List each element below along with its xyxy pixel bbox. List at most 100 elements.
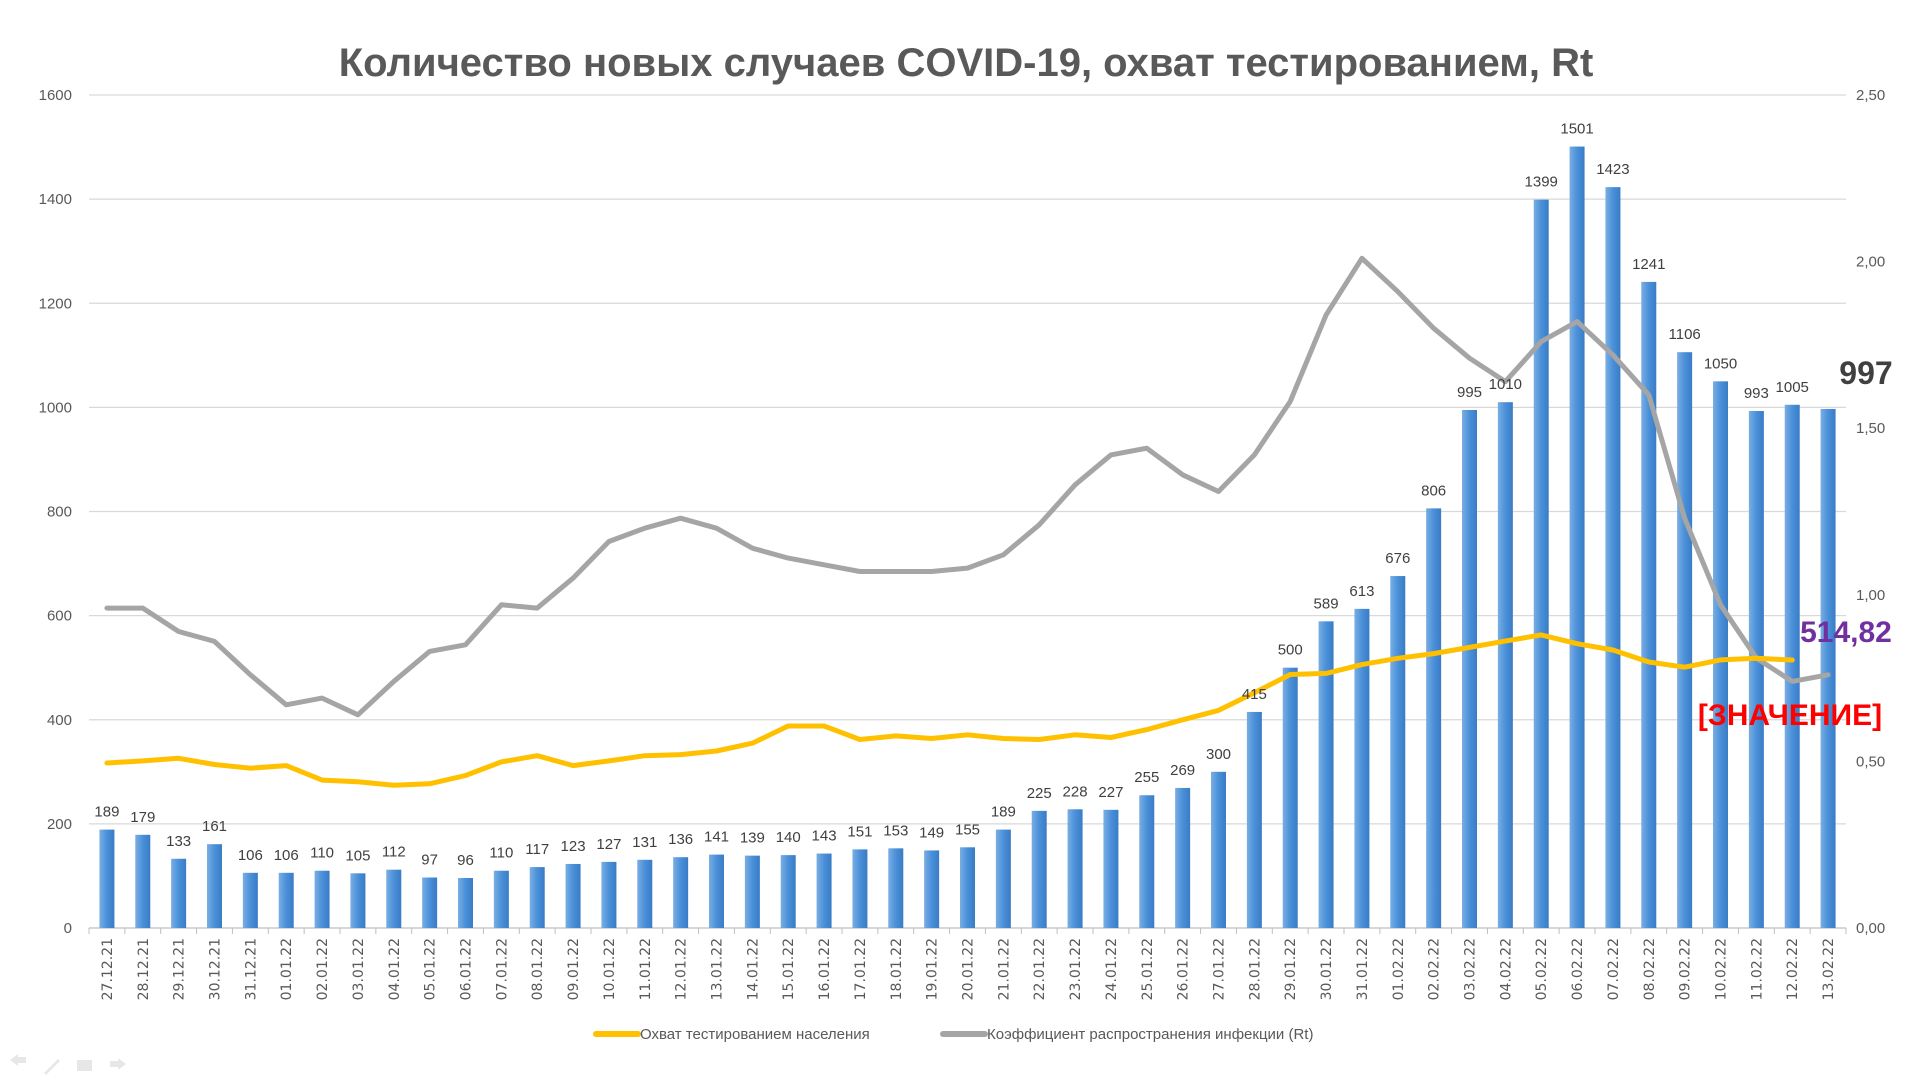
x-tick-label: 07.02.22	[1606, 938, 1622, 1000]
bar-value-label: 110	[310, 845, 334, 862]
bar-value-label: 1005	[1776, 379, 1809, 396]
bar-value-label: 1241	[1632, 256, 1665, 273]
bar	[1713, 381, 1728, 928]
x-tick-label: 05.02.22	[1534, 938, 1550, 1000]
bar	[493, 870, 509, 928]
bar	[135, 834, 151, 928]
bar-value-label: 676	[1385, 550, 1410, 567]
x-tick-label: 17.01.22	[853, 938, 869, 1000]
bar-value-label: 139	[740, 830, 765, 847]
x-tick-label: 04.01.22	[387, 938, 403, 1000]
legend: Охват тестированием населения Коэффициен…	[593, 1026, 1313, 1043]
x-tick-label: 24.01.22	[1104, 938, 1120, 1000]
bar	[386, 869, 402, 928]
annotation-last-coverage: 514,82	[1800, 616, 1892, 649]
bar	[1677, 352, 1693, 929]
x-tick-label: 11.01.22	[638, 938, 654, 1000]
axes: 0 200 400 600 800 1000 1200 1400 1600 0,00 0,50 1,0…	[39, 87, 1886, 1000]
bar	[458, 878, 473, 928]
bar	[816, 853, 832, 928]
bar	[565, 863, 581, 928]
x-tick-label: 02.02.22	[1427, 938, 1443, 1000]
y-left-tick: 200	[47, 816, 72, 833]
bar-value-label: 1423	[1596, 161, 1629, 178]
bar	[709, 854, 724, 928]
x-tick-label: 14.01.22	[745, 938, 761, 1000]
bar	[1426, 508, 1442, 928]
bar-value-label: 225	[1027, 785, 1052, 802]
bar-value-label: 127	[596, 836, 621, 853]
bar	[1354, 608, 1370, 928]
bar-value-label: 112	[382, 844, 406, 861]
y-right-tick: 0,00	[1856, 920, 1885, 937]
bar	[207, 844, 222, 928]
y-left-tick: 1400	[39, 191, 72, 208]
y-left-tick: 800	[47, 504, 72, 521]
y-left-tick: 0	[64, 920, 72, 937]
bar	[888, 848, 904, 928]
x-tick-label: 30.01.22	[1319, 938, 1335, 1000]
bar-value-label: 227	[1098, 784, 1123, 801]
x-tick-label: 28.12.21	[136, 938, 152, 1000]
pen-icon[interactable]	[44, 1059, 60, 1075]
back-icon[interactable]	[10, 1054, 26, 1066]
x-tick-label: 01.02.22	[1391, 938, 1407, 1000]
bar	[529, 867, 545, 928]
data-labels: 189 179 133 161 106 106 110 105 112 97 96 110 117 123…	[94, 121, 1808, 869]
x-tick-label: 08.02.22	[1642, 938, 1658, 1000]
bar	[673, 857, 689, 928]
bar-value-label: 117	[525, 841, 549, 858]
lines	[104, 255, 1831, 788]
y-left-tick: 400	[47, 712, 72, 729]
bar	[1067, 809, 1083, 928]
bar-value-label: 161	[202, 818, 227, 835]
bar	[780, 855, 796, 928]
y-right-tick: 1,50	[1856, 420, 1885, 437]
annotation-placeholder: [ЗНАЧЕНИЕ]	[1698, 699, 1882, 732]
x-tick-label: 22.01.22	[1032, 938, 1048, 1000]
x-tick-label: 28.01.22	[1247, 938, 1263, 1000]
forward-icon[interactable]	[110, 1058, 126, 1070]
bar-value-label: 589	[1314, 595, 1339, 612]
bar	[744, 855, 760, 928]
x-tick-label: 21.01.22	[996, 938, 1012, 1000]
bar-value-label: 155	[955, 821, 980, 838]
y-left-tick: 1200	[39, 295, 72, 312]
coverage-line	[104, 632, 1795, 788]
bar	[924, 850, 940, 928]
bar	[242, 872, 258, 928]
x-tick-label: 13.01.22	[710, 938, 726, 1000]
bar	[1497, 402, 1513, 928]
bar	[99, 829, 115, 928]
y-left-tick: 1000	[39, 399, 72, 416]
bar	[1390, 576, 1406, 928]
y-right-tick: 2,50	[1856, 87, 1885, 104]
rt-line	[104, 255, 1831, 718]
bar-value-label: 613	[1349, 583, 1374, 600]
bar-value-label: 1501	[1560, 121, 1593, 138]
bar	[1031, 810, 1047, 928]
x-tick-label: 12.01.22	[674, 938, 690, 1000]
gridlines	[89, 94, 1846, 929]
bar-value-label: 806	[1421, 482, 1446, 499]
bar-value-label: 255	[1134, 769, 1159, 786]
bar-value-label: 131	[632, 834, 657, 851]
bar	[1282, 667, 1298, 928]
bar	[1211, 771, 1226, 928]
annotation-last-bar: 997	[1839, 355, 1892, 391]
bar	[1246, 711, 1262, 928]
menu-icon[interactable]	[77, 1060, 92, 1071]
x-tick-label: 29.01.22	[1283, 938, 1299, 1000]
x-tick-label: 19.01.22	[925, 938, 941, 1000]
x-tick-label: 06.02.22	[1570, 938, 1586, 1000]
x-tick-label: 27.12.21	[100, 938, 116, 1000]
x-tick-label: 18.01.22	[889, 938, 905, 1000]
bar-value-label: 228	[1063, 783, 1088, 800]
x-tick-label: 04.02.22	[1498, 938, 1514, 1000]
bars	[99, 146, 1836, 929]
bar-value-label: 136	[668, 831, 693, 848]
x-tick-label: 11.02.22	[1749, 938, 1765, 1000]
x-tick-label: 31.12.21	[243, 938, 259, 1000]
bar-value-label: 105	[345, 847, 370, 864]
